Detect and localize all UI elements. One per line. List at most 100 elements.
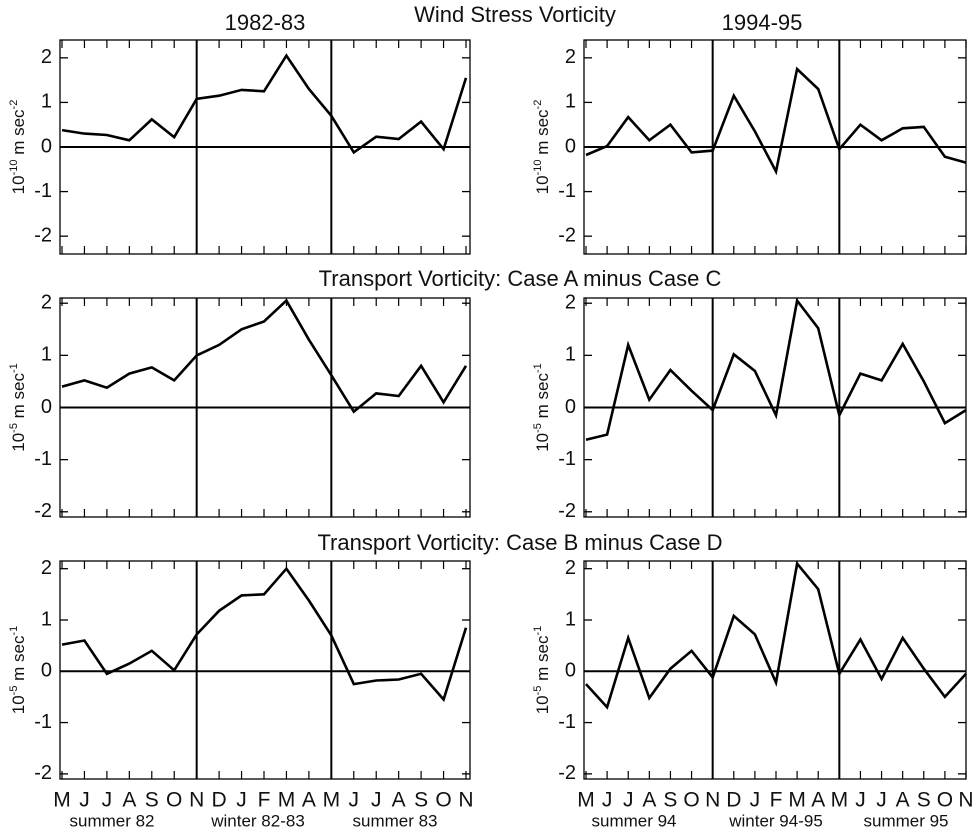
y-tick-label: 2 [565, 291, 576, 313]
x-tick-label: A [302, 789, 316, 812]
y-axis-label-part: -5 [8, 423, 20, 433]
y-tick-label: 0 [41, 135, 52, 157]
y-tick-label: 0 [41, 660, 52, 682]
y-axis-label-part: -10 [8, 160, 20, 176]
y-tick-label: -1 [34, 448, 52, 470]
x-tick-label: A [122, 789, 136, 812]
x-tick-label: A [642, 789, 656, 812]
plot-frame [583, 560, 967, 780]
y-axis-label-part: -2 [532, 100, 544, 110]
data-line [585, 297, 967, 442]
x-tick-label: A [392, 789, 406, 812]
y-axis-label-part: -2 [8, 100, 20, 110]
x-tick-label: M [577, 789, 595, 812]
x-tick-label: N [189, 789, 204, 812]
y-axis-label-part: m sec [533, 373, 552, 424]
y-tick-label: -1 [558, 180, 576, 202]
y-tick-label: 0 [565, 396, 576, 418]
row-title: Transport Vorticity: Case A minus Case C [319, 266, 722, 291]
y-axis-label-part: -1 [8, 363, 20, 373]
y-tick-label: 0 [41, 396, 52, 418]
x-tick-label: N [958, 789, 973, 812]
y-axis-label: 10-5 m sec-1 [532, 626, 553, 715]
y-tick-label: -1 [558, 711, 576, 733]
y-tick-label: -2 [34, 500, 52, 522]
plot-frame [59, 560, 471, 780]
y-axis-label-part: 10 [9, 695, 28, 714]
y-axis-label-part: 10 [9, 433, 28, 452]
x-tick-label: S [145, 789, 159, 812]
data-line [585, 560, 967, 710]
x-tick-label: N [458, 789, 473, 812]
y-tick-label: -2 [558, 762, 576, 784]
x-tick-label: M [278, 789, 296, 812]
x-tick-label: S [917, 789, 931, 812]
y-axis-label: 10-10 m sec-2 [532, 100, 553, 195]
season-label: winter 94-95 [728, 811, 823, 830]
x-tick-label: A [896, 789, 910, 812]
x-tick-label: F [770, 789, 783, 812]
y-axis-label: 10-5 m sec-1 [8, 626, 29, 715]
season-label: summer 83 [352, 811, 437, 830]
x-tick-label: O [937, 789, 953, 812]
y-axis-label: 10-5 m sec-1 [8, 363, 29, 452]
y-axis-label-part: -10 [532, 160, 544, 176]
y-axis-label-part: -5 [8, 686, 20, 696]
y-tick-label: -2 [558, 224, 576, 246]
y-tick-label: 1 [565, 344, 576, 366]
x-tick-label: M [53, 789, 71, 812]
y-axis-label-part: m sec [9, 109, 28, 160]
y-axis-label-part: -5 [532, 686, 544, 696]
y-axis-label-part: 10 [533, 175, 552, 194]
x-tick-label: J [876, 789, 887, 812]
y-tick-label: -1 [558, 448, 576, 470]
y-axis-label-part: 10 [533, 433, 552, 452]
y-axis-label-part: -1 [532, 626, 544, 636]
y-tick-label: 2 [41, 46, 52, 68]
x-tick-label: J [855, 789, 866, 812]
x-tick-label: D [726, 789, 741, 812]
y-tick-label: -2 [34, 224, 52, 246]
column-title: 1994-95 [722, 10, 803, 35]
y-tick-label: 0 [565, 135, 576, 157]
data-line [61, 53, 468, 155]
y-tick-label: -2 [558, 500, 576, 522]
y-axis-label-part: 10 [533, 695, 552, 714]
x-tick-label: M [831, 789, 849, 812]
x-tick-label: S [663, 789, 677, 812]
season-label: summer 82 [69, 811, 154, 830]
x-tick-label: F [258, 789, 271, 812]
x-tick-label: D [212, 789, 227, 812]
y-tick-label: 2 [41, 557, 52, 579]
x-tick-label: M [788, 789, 806, 812]
x-tick-label: O [166, 789, 182, 812]
data-line [61, 566, 468, 703]
y-tick-label: -2 [34, 762, 52, 784]
y-axis-label-part: m sec [9, 635, 28, 686]
y-tick-label: 1 [41, 91, 52, 113]
x-tick-label: O [435, 789, 451, 812]
x-tick-label: O [683, 789, 699, 812]
x-tick-label: J [750, 789, 761, 812]
x-tick-label: J [371, 789, 382, 812]
data-line [585, 66, 967, 176]
x-tick-label: J [349, 789, 360, 812]
y-tick-label: 2 [41, 291, 52, 313]
x-tick-label: J [602, 789, 613, 812]
y-tick-label: 2 [565, 46, 576, 68]
y-axis-label-part: 10 [9, 175, 28, 194]
season-label: winter 82-83 [210, 811, 305, 830]
x-tick-label: M [323, 789, 341, 812]
x-tick-label: J [236, 789, 247, 812]
y-tick-label: 1 [41, 608, 52, 630]
y-axis-label: 10-10 m sec-2 [8, 100, 29, 195]
x-tick-label: J [79, 789, 90, 812]
y-tick-label: 1 [41, 344, 52, 366]
y-tick-label: 1 [565, 91, 576, 113]
column-title: 1982-83 [225, 10, 306, 35]
x-tick-label: S [414, 789, 428, 812]
y-tick-label: 1 [565, 608, 576, 630]
data-line [61, 298, 468, 414]
row-title: Wind Stress Vorticity [414, 2, 616, 27]
